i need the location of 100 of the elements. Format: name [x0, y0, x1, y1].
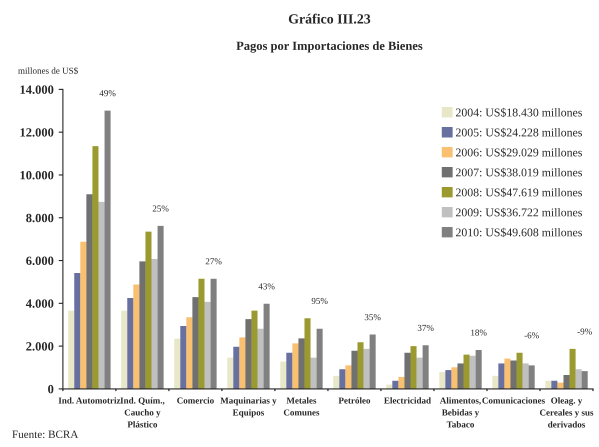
y-tick-label: 14.000 [20, 85, 54, 94]
bar [204, 302, 211, 389]
bar [439, 372, 446, 389]
legend-label: 2007: US$38.019 millones [456, 168, 582, 178]
bar [351, 350, 358, 389]
annotation: 49% [99, 90, 116, 96]
bar [364, 348, 370, 389]
bar [510, 360, 517, 389]
y-tick-label: 2.000 [26, 342, 54, 351]
legend-label: 2004: US$18.430 millones [456, 108, 582, 118]
bar [292, 343, 298, 389]
y-tick-label: 10.000 [20, 170, 54, 180]
legend-label: 2005: US$24.228 millones [456, 128, 582, 138]
bar [551, 380, 558, 389]
annotation: 35% [364, 314, 381, 320]
bar [522, 363, 529, 389]
annotation: -9% [577, 328, 592, 335]
bar [386, 384, 392, 389]
chart-subtitle: Pagos por Importaciones de Bienes [236, 41, 422, 53]
bar [210, 278, 217, 389]
bar [457, 363, 464, 389]
bar [445, 370, 452, 389]
bar [570, 348, 576, 389]
bar [576, 369, 582, 389]
x-tick-label: Ind. Quím., Caucho y Plástico [120, 397, 164, 428]
bar [476, 350, 482, 389]
bar [416, 358, 423, 389]
bar [557, 382, 564, 389]
bar [451, 367, 458, 389]
legend-label: 2008: US$47.619 millones [456, 188, 582, 198]
x-tick-label: Comunicaciones [482, 397, 545, 404]
y-tick-label: 0 [48, 384, 54, 394]
bar [582, 371, 588, 389]
bar [398, 376, 404, 389]
bar [92, 146, 98, 389]
y-tick-label: 6.000 [26, 256, 54, 266]
bar [180, 326, 186, 389]
bar [133, 284, 140, 389]
bar [127, 298, 134, 389]
bar [404, 352, 410, 389]
bar [504, 358, 510, 389]
bar [239, 337, 246, 389]
y-axis-title: millones de US$ [18, 67, 78, 74]
y-tick-label: 4.000 [26, 299, 54, 308]
bar [251, 310, 258, 389]
legend-label: 2010: US$49.608 millones [456, 228, 582, 238]
annotation: 37% [418, 324, 434, 331]
x-tick-label: Metales Comunes [284, 397, 320, 416]
annotation: -6% [524, 332, 539, 338]
annotation: 25% [152, 205, 169, 212]
bar [186, 317, 192, 389]
bar [316, 328, 323, 389]
bar [422, 345, 429, 389]
y-tick-label: 8.000 [26, 214, 54, 222]
bar [333, 376, 340, 389]
bar [280, 362, 286, 389]
bar [104, 110, 111, 389]
bar [152, 259, 158, 389]
bar [410, 346, 417, 389]
x-tick-label: Maquinarias y Equipos [220, 397, 277, 418]
bar [345, 365, 352, 389]
bar [198, 278, 205, 389]
x-tick-label: Electricidad [384, 397, 431, 404]
annotation: 43% [258, 283, 275, 290]
bar [233, 346, 240, 389]
source-note: Fuente: BCRA [12, 430, 78, 438]
bar [298, 338, 304, 389]
bar [227, 358, 234, 389]
bar [158, 226, 164, 389]
bar [86, 194, 92, 389]
bar [545, 380, 552, 389]
bar [121, 310, 128, 389]
bar [498, 363, 504, 389]
annotation: 95% [312, 298, 328, 304]
bar [492, 376, 498, 389]
bar [264, 304, 270, 389]
bar [145, 232, 152, 389]
bar [464, 354, 470, 389]
bar [74, 272, 80, 389]
y-tick-label: 12.000 [20, 128, 54, 137]
annotation: 18% [471, 330, 487, 336]
x-tick-label: Ind. Automotriz [58, 397, 120, 404]
bar [370, 334, 376, 389]
bar [98, 202, 105, 389]
legend-label: 2009: US$36.722 millones [456, 208, 582, 218]
legend-label: 2006: US$29.029 millones [456, 148, 582, 158]
bar [339, 369, 346, 389]
bar [470, 356, 476, 389]
chart-title: Gráfico III.23 [288, 14, 370, 24]
bar [174, 338, 180, 389]
x-tick-label: Comercio [177, 397, 214, 404]
x-tick-label: Petróleo [338, 397, 370, 404]
bar [357, 342, 364, 389]
bar [516, 352, 523, 389]
x-tick-label: Alimentos, Bebidas y Tabaco [440, 397, 481, 428]
bar [528, 365, 535, 389]
bar [304, 318, 311, 389]
bar [192, 297, 198, 389]
bar [286, 352, 292, 389]
bar [80, 242, 86, 389]
